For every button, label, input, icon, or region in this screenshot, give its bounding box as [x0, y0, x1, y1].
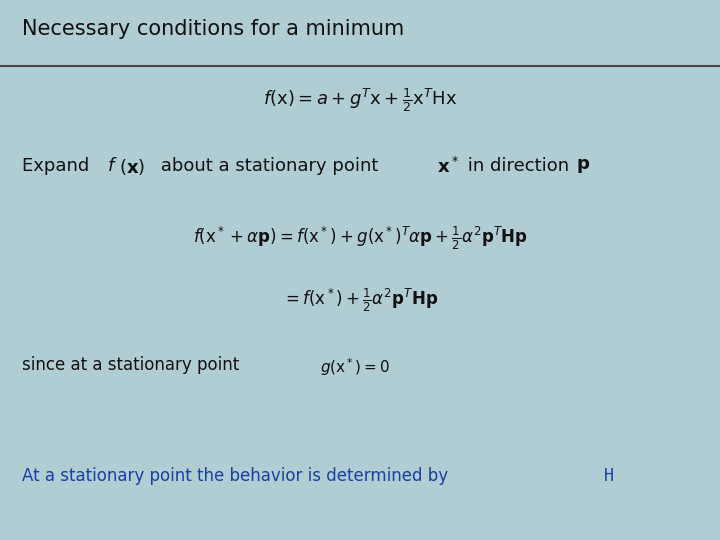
- Text: Expand: Expand: [22, 157, 94, 174]
- Text: $(\mathbf{x})$: $(\mathbf{x})$: [119, 157, 145, 177]
- Text: At a stationary point the behavior is determined by: At a stationary point the behavior is de…: [22, 467, 458, 485]
- Text: $g(\mathrm{x}^*) = 0$: $g(\mathrm{x}^*) = 0$: [320, 356, 390, 378]
- Text: in direction: in direction: [462, 157, 575, 174]
- Text: Necessary conditions for a minimum: Necessary conditions for a minimum: [22, 19, 404, 39]
- Text: about a stationary point: about a stationary point: [155, 157, 384, 174]
- Text: $\mathbf{x}^*$: $\mathbf{x}^*$: [437, 157, 459, 177]
- Text: $\mathtt{H}$: $\mathtt{H}$: [603, 467, 614, 485]
- Text: $f(\mathrm{x}) = a + g^T\mathrm{x} + \frac{1}{2}\mathrm{x}^T\mathrm{H}\mathrm{x}: $f(\mathrm{x}) = a + g^T\mathrm{x} + \fr…: [263, 86, 457, 114]
- Text: $f(\mathrm{x}^* + \alpha\mathbf{p}) = f(\mathrm{x}^*) + g(\mathrm{x}^*)^T\alpha\: $f(\mathrm{x}^* + \alpha\mathbf{p}) = f(…: [192, 224, 528, 252]
- Text: $\mathbf{p}$: $\mathbf{p}$: [576, 157, 590, 174]
- Text: since at a stationary point: since at a stationary point: [22, 356, 239, 374]
- Text: $= f(\mathrm{x}^*) + \frac{1}{2}\alpha^2\mathbf{p}^T\mathbf{H}\mathbf{p}$: $= f(\mathrm{x}^*) + \frac{1}{2}\alpha^2…: [282, 286, 438, 314]
- Text: $f$: $f$: [107, 157, 117, 174]
